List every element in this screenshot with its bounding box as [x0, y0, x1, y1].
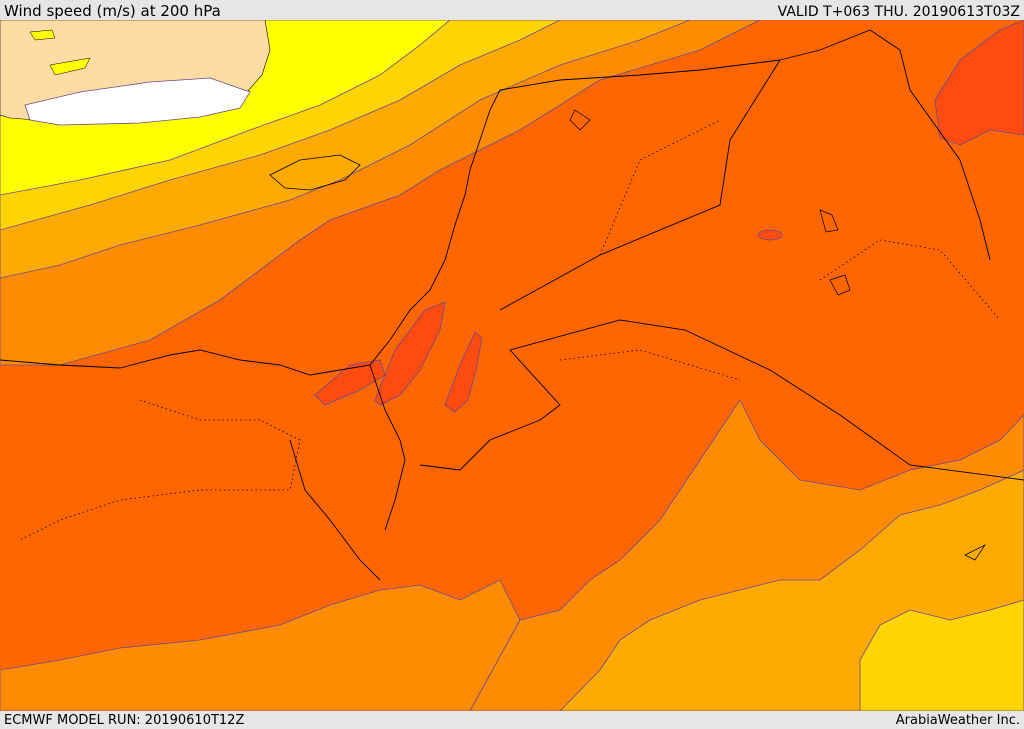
island-cyprus: [269, 154, 361, 191]
lake-1: [829, 274, 851, 296]
border-internal-dotted-east: [559, 119, 1001, 381]
lake-3: [569, 109, 591, 131]
band-6-jet-core-4: [757, 229, 783, 241]
coastline-red-sea-west: [289, 439, 381, 581]
band-6-jet-core-2: [374, 301, 446, 406]
border-turkey-syria: [499, 59, 781, 91]
coastline-gulf-aqaba: [384, 459, 406, 531]
border-sinai-israel: [369, 364, 406, 461]
wind-speed-map: [0, 20, 1024, 711]
footer-bar: ECMWF MODEL RUN: 20190610T12Z ArabiaWeat…: [0, 711, 1024, 729]
sea-patch-1: [29, 29, 56, 41]
border-jordan-iraq: [499, 59, 781, 311]
brand-name: ArabiaWeather Inc.: [895, 713, 1020, 728]
island-gulf: [964, 544, 987, 561]
map-title: Wind speed (m/s) at 200 hPa: [4, 2, 221, 20]
sea-patch-2: [49, 57, 91, 76]
valid-time: VALID T+063 THU. 20190613T03Z: [777, 4, 1020, 20]
lake-2: [819, 209, 839, 233]
band-6-jet-core-3: [444, 331, 483, 413]
coastline-east-med: [0, 89, 501, 376]
model-run: ECMWF MODEL RUN: 20190610T12Z: [4, 713, 245, 728]
band-6-northeast: [934, 20, 1024, 146]
header-bar: Wind speed (m/s) at 200 hPa VALID T+063 …: [0, 0, 1024, 20]
border-saudi-north: [419, 319, 1024, 481]
low-wind-area: [24, 77, 251, 126]
border-iraq-iran: [779, 29, 991, 261]
band-2-southeast: [859, 599, 1024, 711]
